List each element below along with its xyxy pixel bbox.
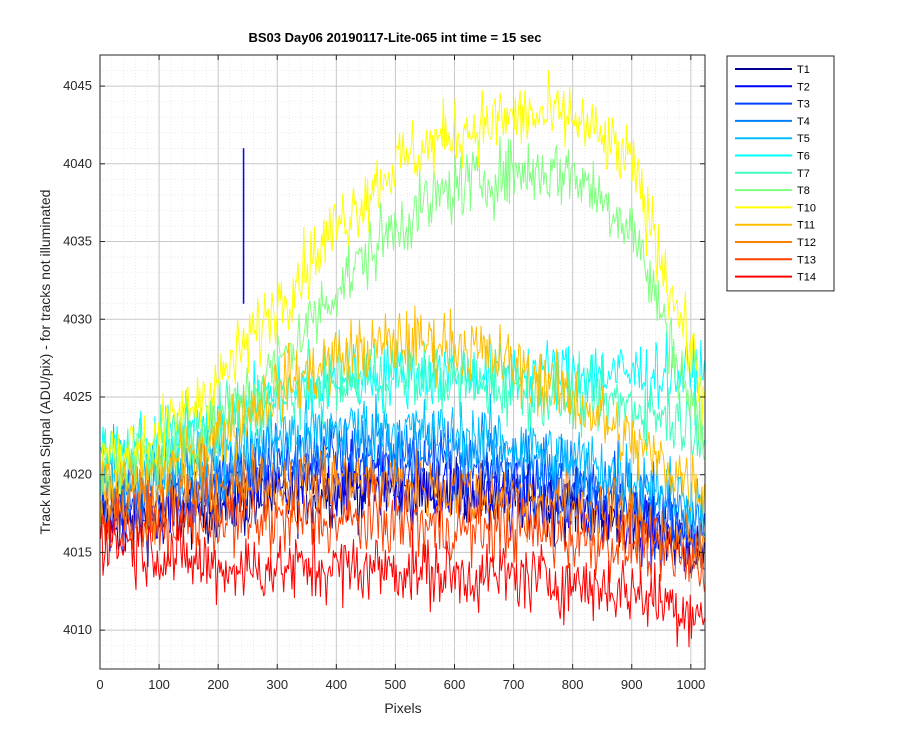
x-tick-label: 100 bbox=[148, 677, 170, 692]
y-tick-label: 4030 bbox=[63, 311, 92, 326]
legend: T1 T2 T3 T4 T5 T6 T7 T8 T10 T11 T12 T13 T14 bbox=[726, 55, 835, 292]
series-line-t10 bbox=[100, 70, 705, 501]
series-line-t12 bbox=[100, 443, 705, 570]
x-axis-label: Pixels bbox=[384, 700, 421, 716]
legend-label-t1: T1 bbox=[797, 64, 810, 76]
y-tick-label: 4040 bbox=[63, 156, 92, 171]
legend-label-t11: T11 bbox=[797, 220, 815, 232]
legend-label-t10: T10 bbox=[797, 202, 816, 214]
y-tick-label: 4020 bbox=[63, 467, 92, 482]
x-tick-label: 0 bbox=[96, 677, 103, 692]
series-line-t2 bbox=[100, 439, 705, 578]
y-tick-label: 4045 bbox=[63, 78, 92, 93]
y-tick-label: 4035 bbox=[63, 234, 92, 249]
x-tick-label: 700 bbox=[503, 677, 525, 692]
y-axis-label: Track Mean Signal (ADU/pix) - for tracks… bbox=[37, 190, 53, 535]
y-tick-label: 4015 bbox=[63, 544, 92, 559]
legend-label-t3: T3 bbox=[797, 99, 810, 111]
legend-label-t14: T14 bbox=[797, 272, 816, 284]
legend-label-t13: T13 bbox=[797, 254, 816, 266]
legend-label-t8: T8 bbox=[797, 185, 810, 197]
legend-label-t7: T7 bbox=[797, 168, 810, 180]
x-tick-label: 300 bbox=[266, 677, 288, 692]
x-axis: 0 100 200 300 400 500 600 700 800 900 1000 bbox=[96, 55, 705, 692]
legend-label-t2: T2 bbox=[797, 81, 810, 93]
legend-label-t5: T5 bbox=[797, 133, 810, 145]
x-tick-label: 1000 bbox=[676, 677, 705, 692]
x-tick-label: 600 bbox=[444, 677, 466, 692]
x-tick-label: 200 bbox=[207, 677, 229, 692]
x-tick-label: 400 bbox=[325, 677, 347, 692]
series-line-t8 bbox=[100, 136, 705, 496]
y-tick-label: 4010 bbox=[63, 622, 92, 637]
x-tick-label: 500 bbox=[385, 677, 407, 692]
series-line-t13 bbox=[100, 474, 705, 592]
x-tick-label: 900 bbox=[621, 677, 643, 692]
x-tick-label: 800 bbox=[562, 677, 584, 692]
y-tick-label: 4025 bbox=[63, 389, 92, 404]
series-layer bbox=[100, 70, 705, 648]
legend-label-t4: T4 bbox=[797, 116, 810, 128]
grid-lines bbox=[99, 54, 705, 669]
series-line-t11 bbox=[100, 305, 705, 524]
plot-border bbox=[99, 54, 706, 670]
chart-title: BS03 Day06 20190117-Lite-065 int time = … bbox=[248, 30, 541, 45]
legend-label-t12: T12 bbox=[797, 237, 816, 249]
legend-label-t6: T6 bbox=[797, 151, 810, 163]
y-axis: 4010 4015 4020 4025 4030 4035 4040 4045 bbox=[63, 78, 705, 637]
series-line-t14 bbox=[100, 514, 705, 648]
series-line-t6 bbox=[100, 330, 705, 488]
